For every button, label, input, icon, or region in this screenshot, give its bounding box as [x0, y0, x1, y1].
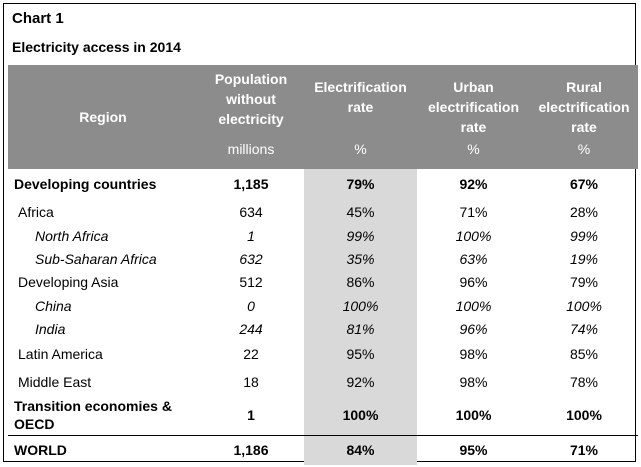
row-urban-rate: 96% [459, 320, 488, 337]
row-electrification-rate: 95% [304, 340, 417, 368]
row-population: 18 [243, 374, 259, 390]
row-electrification-rate: 45% [304, 199, 417, 224]
row-population: 0 [247, 297, 255, 314]
table-row: Middle East 18 92% 98% 78% [8, 368, 638, 396]
table-row-world: WORLD 1,186 84% 95% 71% [8, 434, 638, 465]
row-rural-rate: 74% [569, 320, 599, 337]
chart-frame: Chart 1 Electricity access in 2014 Regio… [3, 3, 638, 465]
row-region: China [35, 297, 72, 314]
row-urban-rate: 100% [455, 227, 492, 244]
row-urban-rate: 96% [459, 274, 488, 290]
row-electrification-rate: 100% [304, 294, 417, 317]
row-region: Middle East [18, 374, 92, 390]
row-electrification-rate: 86% [304, 270, 417, 294]
table-row: Developing Asia 512 86% 96% 79% [8, 270, 638, 294]
row-population: 634 [239, 203, 263, 220]
row-urban-rate: 63% [459, 250, 488, 267]
row-region: Transition economies & OECD [14, 398, 172, 433]
row-rural-rate: 28% [569, 203, 599, 220]
row-region: Developing countries [14, 176, 157, 192]
row-population: 244 [239, 320, 263, 337]
row-population: 22 [243, 346, 259, 362]
row-urban-rate: 100% [455, 297, 492, 314]
row-rural-rate: 85% [569, 346, 599, 362]
header-population-unit: millions [227, 141, 275, 157]
row-electrification-rate: 92% [304, 368, 417, 396]
row-rural-rate: 19% [569, 250, 599, 267]
row-region: Latin America [18, 346, 103, 362]
header-urban: Urban electrification rate % [417, 65, 530, 169]
table-row: India 244 81% 96% 74% [8, 317, 638, 340]
row-region: Africa [18, 203, 54, 220]
row-population: 512 [239, 274, 263, 290]
row-rural-rate: 100% [566, 297, 602, 314]
row-population: 632 [239, 250, 263, 267]
row-rural-rate: 100% [566, 407, 602, 424]
table-row: China 0 100% 100% 100% [8, 294, 638, 317]
header-region: Region [8, 65, 198, 169]
row-population: 1 [247, 407, 255, 424]
row-region: Sub-Saharan Africa [35, 250, 157, 267]
header-electrification-unit: % [354, 141, 367, 157]
header-rural: Rural electrification rate % [530, 65, 638, 169]
header-row: Region Population without electricity mi… [8, 65, 638, 169]
row-urban-rate: 98% [459, 374, 488, 390]
electricity-access-table: Region Population without electricity mi… [8, 65, 638, 465]
row-urban-rate: 95% [417, 434, 530, 465]
row-urban-rate: 98% [459, 346, 488, 362]
row-population: 1,186 [198, 434, 304, 465]
row-rural-rate: 99% [569, 227, 599, 244]
table-row: Latin America 22 95% 98% 85% [8, 340, 638, 368]
row-rural-rate: 67% [569, 176, 599, 192]
table-row: Sub-Saharan Africa 632 35% 63% 19% [8, 247, 638, 270]
row-electrification-rate: 84% [304, 434, 417, 465]
row-region: Developing Asia [18, 274, 119, 290]
header-population: Population without electricity millions [198, 65, 304, 169]
table-row: Africa 634 45% 71% 28% [8, 199, 638, 224]
table-row: North Africa 1 99% 100% 99% [8, 224, 638, 247]
header-electrification: Electrification rate % [304, 65, 417, 169]
row-region: WORLD [8, 434, 198, 465]
chart-title: Electricity access in 2014 [12, 39, 181, 55]
row-region: India [35, 320, 66, 337]
row-rural-rate: 79% [569, 274, 599, 290]
row-region: North Africa [35, 227, 109, 244]
row-rural-rate: 71% [530, 434, 638, 465]
row-population: 1,185 [233, 176, 269, 192]
header-rural-unit: % [577, 141, 591, 157]
row-electrification-rate: 81% [304, 317, 417, 340]
row-urban-rate: 100% [455, 407, 492, 424]
row-urban-rate: 71% [459, 203, 488, 220]
chart-label: Chart 1 [12, 10, 64, 27]
table-row: Transition economies & OECD 1 100% 100% … [8, 396, 638, 435]
header-urban-unit: % [467, 141, 480, 157]
row-electrification-rate: 35% [304, 247, 417, 270]
row-rural-rate: 78% [569, 374, 599, 390]
row-electrification-rate: 79% [304, 169, 417, 199]
table-row: Developing countries 1,185 79% 92% 67% [8, 169, 638, 199]
row-electrification-rate: 100% [304, 396, 417, 435]
row-electrification-rate: 99% [304, 224, 417, 247]
row-urban-rate: 92% [459, 176, 488, 192]
row-population: 1 [247, 227, 255, 244]
